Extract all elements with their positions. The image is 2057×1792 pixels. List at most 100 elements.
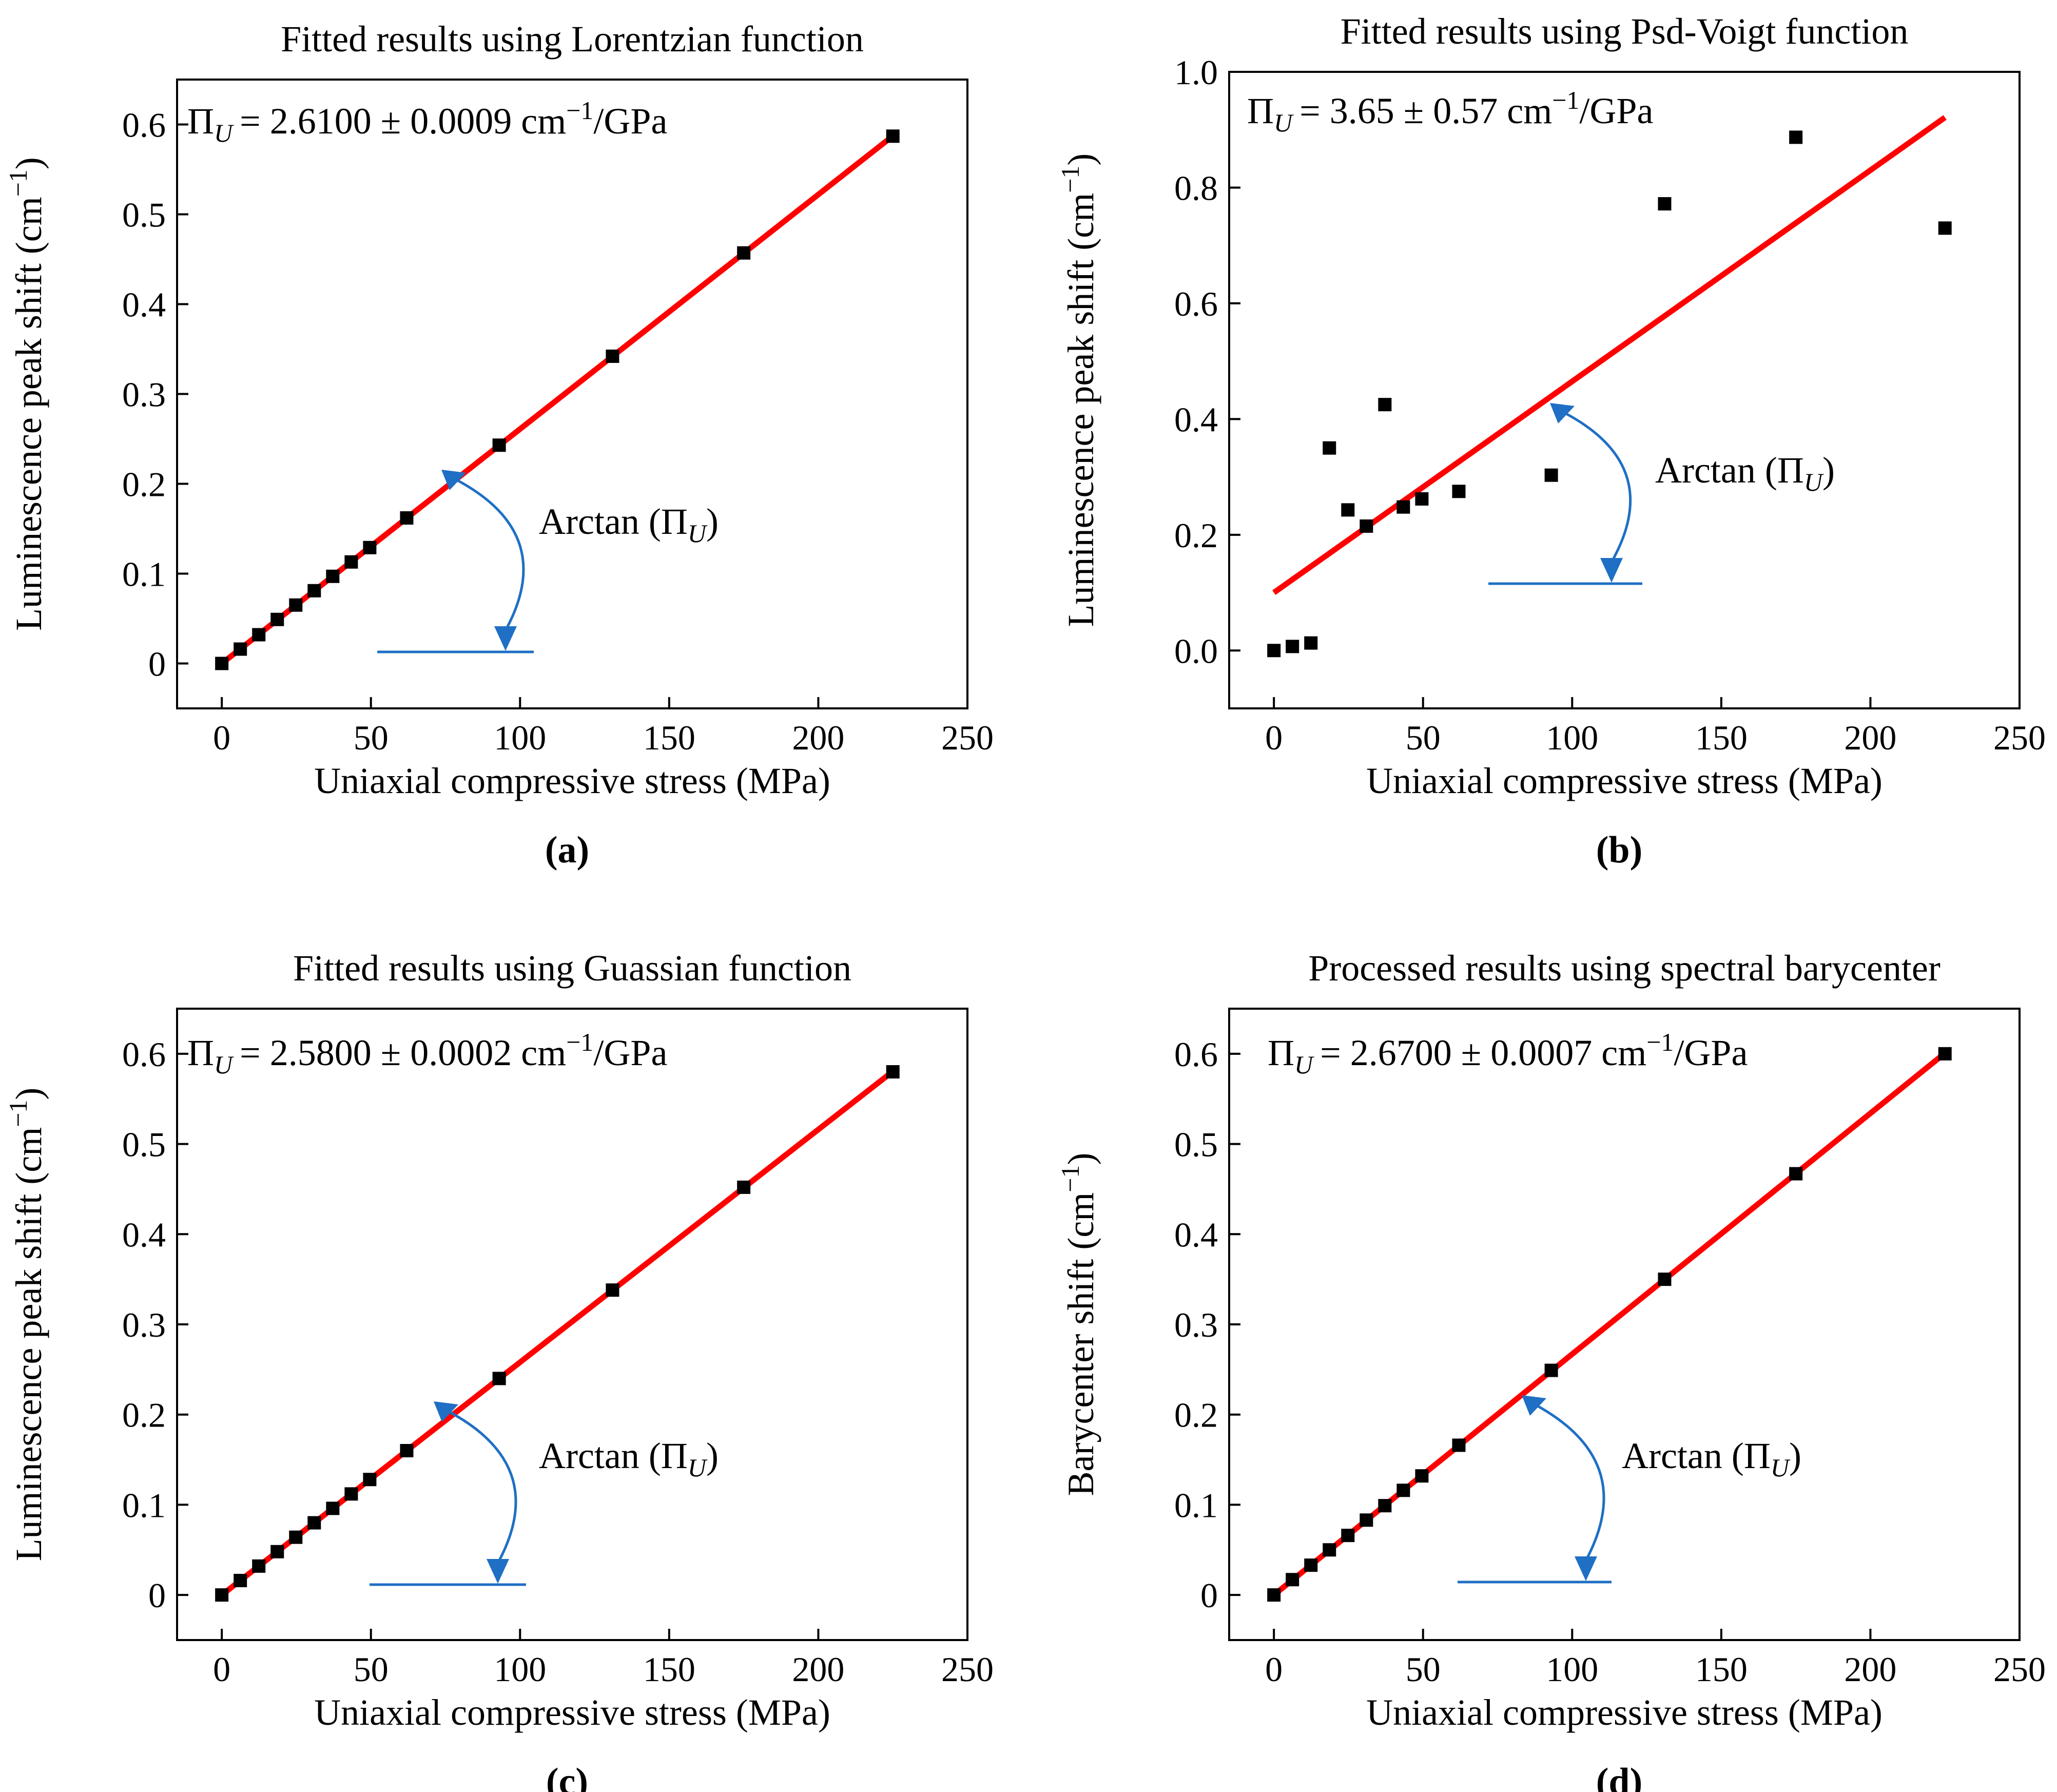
x-tick-label: 200	[792, 1650, 844, 1689]
data-point	[363, 541, 377, 554]
panel-label: (a)	[545, 829, 589, 871]
data-point	[492, 1372, 506, 1385]
panel-d: Processed results using spectral barycen…	[1056, 948, 2046, 1792]
arctan-subscript: U	[1804, 468, 1824, 496]
plot-frame	[1228, 1008, 2021, 1641]
arrow-head-icon	[1522, 1395, 1546, 1416]
data-point	[1544, 1363, 1558, 1377]
data-point	[1286, 640, 1299, 653]
fit-line	[1272, 115, 1947, 595]
arctan-subscript: U	[688, 1453, 708, 1482]
y-tick-label: 0.3	[122, 375, 166, 414]
formula-unit: /GPa	[593, 1032, 667, 1073]
y-tick-label: 0.6	[122, 1035, 166, 1074]
y-tick-label: 0.6	[122, 106, 166, 145]
x-tick-label: 150	[1695, 1650, 1748, 1689]
arctan-text: Arctan (Π	[539, 1435, 688, 1476]
arctan-label: Arctan (ΠU)	[1622, 1435, 1801, 1482]
angle-arc	[1526, 1399, 1605, 1562]
y-tick-label: 0.4	[1174, 400, 1218, 439]
x-tick-label: 50	[354, 718, 389, 757]
y-tick-label: 0	[148, 1576, 166, 1615]
fit-line	[220, 133, 895, 666]
y-tick-label: 1.0	[1174, 53, 1218, 92]
data-point	[1415, 492, 1429, 506]
formula-value: = 2.6100 ± 0.0009 cm	[240, 101, 566, 142]
x-axis-label: Uniaxial compressive stress (MPa)	[1366, 760, 1883, 801]
data-point	[1378, 1499, 1392, 1513]
data-point	[289, 598, 303, 612]
formula-superscript: −1	[566, 1028, 593, 1056]
formula-unit: /GPa	[1674, 1032, 1748, 1073]
data-point	[1658, 1273, 1672, 1286]
arrow-head-icon	[1575, 1556, 1597, 1581]
x-tick-label: 150	[643, 1650, 695, 1689]
data-point	[492, 438, 506, 452]
formula-unit: /GPa	[1579, 90, 1653, 131]
y-tick-label: 0	[1200, 1576, 1218, 1615]
slope-formula: ΠU = 2.6700 ± 0.0007 cm−1/GPa	[1268, 1028, 1748, 1079]
y-tick-label: 0.4	[1174, 1215, 1218, 1254]
data-point	[886, 1065, 900, 1078]
data-point	[215, 657, 229, 670]
data-point	[1938, 1047, 1952, 1061]
formula-symbol: Π	[187, 1032, 214, 1073]
y-axis-label-main: Barycenter shift (cm	[1060, 1192, 1101, 1496]
y-tick-label: 0.1	[122, 555, 166, 594]
data-point	[1378, 398, 1392, 412]
data-point	[1360, 1513, 1373, 1527]
chart-title: Fitted results using Guassian function	[293, 948, 851, 989]
y-tick-label: 0.0	[1174, 631, 1218, 670]
x-axis-label: Uniaxial compressive stress (MPa)	[314, 760, 830, 801]
data-point	[1267, 644, 1281, 658]
arctan-close: )	[1822, 450, 1835, 491]
data-point	[1360, 519, 1373, 533]
slope-formula: ΠU = 2.5800 ± 0.0002 cm−1/GPa	[187, 1028, 667, 1079]
arrow-head-icon	[494, 626, 517, 651]
y-tick-label: 0.2	[122, 1396, 166, 1435]
formula-value: = 2.5800 ± 0.0002 cm	[240, 1032, 566, 1073]
data-point	[307, 1516, 321, 1530]
arctan-text: Arctan (Π	[1622, 1435, 1771, 1476]
y-tick-label: 0.1	[122, 1486, 166, 1525]
chart-title: Fitted results using Psd-Voigt function	[1341, 11, 1909, 52]
x-tick-label: 50	[1406, 1650, 1441, 1689]
x-tick-label: 150	[1695, 718, 1748, 757]
plot-frame	[1228, 71, 2021, 709]
arctan-label: Arctan (ΠU)	[1655, 450, 1835, 496]
y-axis-label: Luminescence peak shift (cm−1)	[4, 157, 49, 631]
angle-arc	[445, 473, 525, 631]
x-tick-label: 200	[792, 718, 844, 757]
arrow-head-icon	[1550, 403, 1575, 423]
panel-a: Fitted results using Lorentzian function…	[4, 18, 994, 871]
formula-symbol: Π	[1268, 1032, 1294, 1073]
data-point	[1415, 1469, 1429, 1483]
y-tick-label: 0	[148, 645, 166, 684]
y-axis-label-main: Luminescence peak shift (cm	[8, 197, 49, 631]
formula-subscript: U	[1274, 108, 1294, 137]
arctan-subscript: U	[1771, 1453, 1791, 1482]
formula-superscript: −1	[1552, 86, 1579, 114]
y-axis-label-end: )	[1060, 1153, 1101, 1165]
y-tick-label: 0.6	[1174, 1035, 1218, 1074]
data-point	[400, 511, 414, 525]
panel-c: Fitted results using Guassian function 0 5…	[4, 948, 994, 1792]
arctan-close: )	[1789, 1435, 1801, 1476]
arctan-close: )	[706, 501, 719, 542]
x-axis-label: Uniaxial compressive stress (MPa)	[314, 1692, 830, 1733]
data-point	[1544, 468, 1558, 482]
data-point	[1341, 1529, 1355, 1543]
fit-line	[1272, 1051, 1947, 1597]
x-tick-label: 250	[1993, 718, 2046, 757]
data-point	[344, 1487, 358, 1501]
x-tick-label: 200	[1844, 1650, 1896, 1689]
data-point	[1286, 1573, 1299, 1587]
y-axis-label-end: )	[1060, 153, 1101, 166]
data-point	[234, 642, 247, 656]
slope-formula: ΠU = 3.65 ± 0.57 cm−1/GPa	[1247, 86, 1653, 137]
y-axis-label-end: )	[8, 1088, 49, 1100]
y-axis-label: Luminescence peak shift (cm−1)	[1056, 153, 1101, 627]
angle-arc	[438, 1405, 517, 1564]
y-tick-label: 0.5	[122, 196, 166, 235]
